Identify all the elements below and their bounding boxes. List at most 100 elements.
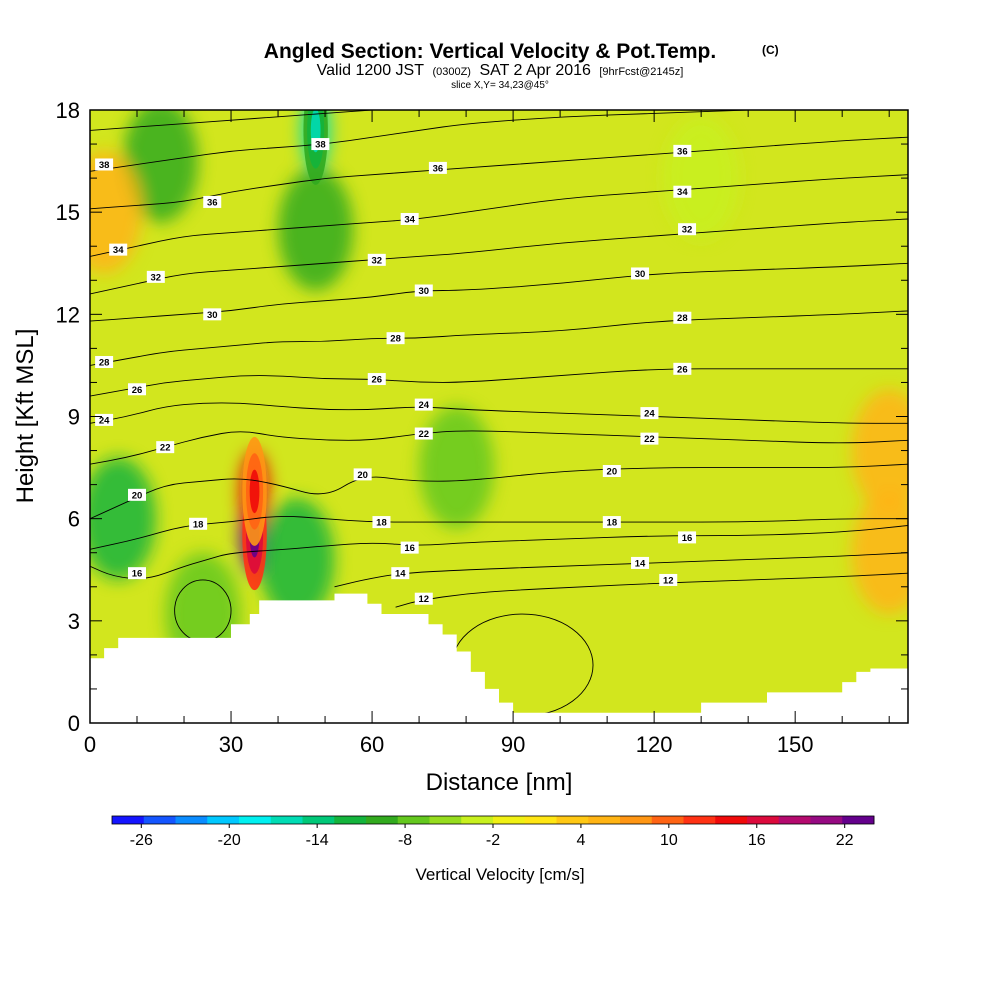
contour-label: 34 [113,245,124,256]
colorbar-tick-label: 10 [660,832,678,849]
colorbar-swatch [556,816,589,824]
colorbar-ticks: -26 -20 -14 -8 -2 4 10 16 22 [130,824,854,849]
contour-label-bg [203,195,222,208]
contour-label-bg [659,573,678,586]
colorbar-swatch [334,816,367,824]
y-tick-label: 12 [56,302,80,327]
contour-label: 20 [132,490,143,501]
pot-temp-contour [90,262,908,322]
x-tick-label: 150 [777,732,814,757]
contour-label: 26 [132,385,143,396]
velocity-core [249,469,260,514]
terrain-mask [90,593,908,723]
colorbar-swatch [588,816,621,824]
contour-label: 30 [418,286,429,297]
x-tick-label: 90 [501,732,525,757]
contour-label-bg [631,556,650,569]
subtitle-forecast: [9hrFcst@2145z] [599,66,683,78]
contour-label-bg [311,138,330,151]
contour-label-bg [673,311,692,324]
chart-subtitle: Valid 1200 JST (0300Z) SAT 2 Apr 2016 [9… [317,62,684,79]
contour-label: 38 [315,140,326,151]
contour-label: 38 [99,160,110,171]
colorbar-swatch [683,816,716,824]
contour-label: 12 [663,575,674,586]
contour-label: 34 [677,187,688,198]
contour-label: 18 [376,518,387,529]
y-tick-label: 3 [68,609,80,634]
colorbar-swatch [651,816,684,824]
contour-label: 16 [132,569,143,580]
colorbar-tick-label: -26 [130,832,153,849]
subtitle-utc: (0300Z) [432,66,471,78]
colorbar-swatch [207,816,240,824]
x-axis-ticks: 0 30 60 90 120 150 [84,110,890,757]
colorbar-swatch [461,816,494,824]
x-axis-label: Distance [nm] [426,769,573,796]
contour-label: 22 [418,429,429,440]
colorbar-swatch [842,816,875,824]
contour-label-bg [128,383,147,396]
contour-label-bg [128,488,147,501]
colorbar [111,815,875,825]
contour-label: 14 [635,558,646,569]
contour-label-bg [414,284,433,297]
contour-label: 20 [607,466,618,477]
contour-label: 14 [395,569,406,580]
contour-label-bg [109,243,128,256]
pot-temp-contour [90,402,908,424]
contour-label-bg [146,270,165,283]
contour-label: 24 [99,415,110,426]
velocity-cores [242,110,328,591]
contour-label-bg [391,567,410,580]
subtitle-date: SAT 2 Apr 2016 [479,62,591,79]
contour-label: 16 [404,543,415,554]
velocity-blob [259,498,335,621]
velocity-blob [663,116,739,240]
contour-label: 16 [682,533,693,544]
velocity-blob [90,457,156,580]
contour-label-bg [673,185,692,198]
contour-label-bg [367,253,386,266]
contour-label: 24 [644,409,655,420]
colorbar-swatch [270,816,303,824]
x-tick-label: 120 [636,732,673,757]
contour-label-bg [95,356,114,369]
velocity-blob [278,167,354,291]
colorbar-swatch [112,816,145,824]
pot-temp-contour [90,110,749,172]
contour-label-bg [353,468,372,481]
pot-temp-contour [90,515,908,550]
contour-label-bg [189,517,208,530]
contour-label: 32 [682,225,693,236]
velocity-blob [90,150,142,274]
contour-label: 24 [418,400,429,411]
y-tick-label: 6 [68,507,80,532]
colorbar-swatch [778,816,811,824]
colorbar-swatch [302,816,335,824]
chart-title-tag: (C) [762,43,779,57]
colorbar-swatch [810,816,843,824]
contour-label: 28 [677,313,688,324]
contour-label-bg [414,398,433,411]
pot-temp-contour [90,136,908,210]
contour-label-bg [414,592,433,605]
colorbar-label: Vertical Velocity [cm/s] [415,865,584,884]
y-tick-label: 15 [56,200,80,225]
colorbar-swatch [747,816,780,824]
velocity-blob [419,406,495,529]
contour-label-bg [678,531,697,544]
contour-label: 28 [99,358,110,369]
x-tick-label: 60 [360,732,384,757]
x-tick-label: 30 [219,732,243,757]
colorbar-tick-label: -20 [218,832,241,849]
colorbar-swatch [366,816,399,824]
contour-label: 30 [207,310,218,321]
contour-label-bg [386,332,405,345]
colorbar-tick-label: 16 [748,832,766,849]
contour-label: 30 [635,269,646,280]
colorbar-swatch [429,816,462,824]
y-axis-label: Height [Kft MSL] [12,329,39,504]
chart-slice: slice X,Y= 34,23@45° [451,80,549,91]
